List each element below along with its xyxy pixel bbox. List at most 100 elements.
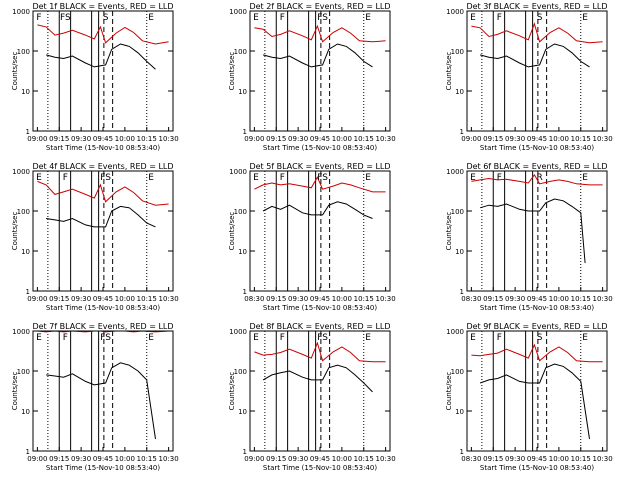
event-marker: E <box>365 333 371 343</box>
event-marker: F <box>280 13 285 23</box>
x-tick-label: 09:45 <box>310 455 330 463</box>
event-marker: FS <box>317 173 328 183</box>
y-tick-label: 100 <box>17 208 30 216</box>
event-marker: E <box>582 333 588 343</box>
x-tick-label: 10:15 <box>571 455 591 463</box>
x-tick-label: 10:30 <box>376 295 396 303</box>
x-tick-label: 09:30 <box>505 135 525 143</box>
x-tick-label: 09:15 <box>483 135 503 143</box>
panel-title: Det 2f BLACK = Events, RED = LLD <box>249 2 390 11</box>
y-axis-label: Counts/sec <box>445 372 453 411</box>
event-marker: S <box>537 333 543 343</box>
series-lld <box>254 176 386 193</box>
x-tick-label: 09:45 <box>527 135 547 143</box>
x-tick-label: 10:15 <box>354 455 374 463</box>
x-tick-label: 09:15 <box>49 295 69 303</box>
panel-title: Det 1f BLACK = Events, RED = LLD <box>32 2 173 11</box>
x-tick-label: 10:00 <box>549 455 569 463</box>
x-tick-label: 09:45 <box>527 295 547 303</box>
series-events <box>45 43 156 70</box>
x-tick-label: 09:00 <box>244 135 264 143</box>
event-marker: E <box>365 173 371 183</box>
plot-frame <box>32 170 174 292</box>
y-tick-label: 100 <box>234 208 247 216</box>
x-tick-label: 10:30 <box>593 295 613 303</box>
x-tick-label: 10:00 <box>549 295 569 303</box>
event-marker: E <box>148 13 154 23</box>
x-axis-label: Start Time (15-Nov-10 08:53:40) <box>263 144 377 152</box>
x-tick-label: 10:00 <box>115 455 135 463</box>
y-tick-label: 10 <box>21 88 30 96</box>
x-tick-label: 09:15 <box>49 135 69 143</box>
plot-frame <box>466 170 608 292</box>
plot-frame <box>32 10 174 132</box>
x-tick-label: 10:30 <box>593 455 613 463</box>
detector-panel-5: Det 5f BLACK = Events, RED = LLD E F FS E 1 10… <box>228 162 396 312</box>
x-tick-label: 10:00 <box>332 135 352 143</box>
y-axis-label: Counts/sec <box>11 212 19 251</box>
event-marker: FS <box>60 13 71 23</box>
x-tick-label: 10:30 <box>376 455 396 463</box>
series-events <box>479 43 590 68</box>
series-events <box>479 363 590 440</box>
x-axis-label: Start Time (15-Nov-10 08:53:40) <box>46 464 160 472</box>
x-tick-label: 10:00 <box>332 455 352 463</box>
y-tick-label: 1 <box>460 448 464 456</box>
x-tick-label: 10:15 <box>137 455 157 463</box>
x-tick-label: 10:30 <box>376 135 396 143</box>
x-tick-label: 09:30 <box>288 135 308 143</box>
x-axis-label: Start Time (15-Nov-10 08:53:40) <box>46 304 160 312</box>
y-tick-label: 100 <box>234 48 247 56</box>
x-tick-label: 10:30 <box>159 295 179 303</box>
x-axis-label: Start Time (15-Nov-10 08:53:40) <box>480 144 594 152</box>
x-tick-label: 09:30 <box>288 295 308 303</box>
x-tick-label: 09:30 <box>288 455 308 463</box>
x-axis-label: Start Time (15-Nov-10 08:53:40) <box>46 144 160 152</box>
event-marker: S <box>537 13 543 23</box>
event-marker: FS <box>100 173 111 183</box>
x-tick-label: 09:00 <box>27 135 47 143</box>
event-marker: E <box>148 333 154 343</box>
detector-panel-8: Det 8f BLACK = Events, RED = LLD E F FS E 1 10… <box>228 322 396 472</box>
x-tick-label: 09:45 <box>93 135 113 143</box>
y-tick-label: 1000 <box>446 8 464 16</box>
y-axis-label: Counts/sec <box>445 52 453 91</box>
x-tick-label: 10:00 <box>115 295 135 303</box>
series-events <box>46 205 156 228</box>
event-marker: R <box>536 173 542 183</box>
x-tick-label: 09:45 <box>310 295 330 303</box>
y-tick-label: 10 <box>455 88 464 96</box>
plot-frame <box>249 170 391 292</box>
x-tick-label: 09:30 <box>71 295 91 303</box>
event-marker: E <box>36 333 42 343</box>
series-lld <box>471 22 603 44</box>
y-axis-label: Counts/sec <box>228 372 236 411</box>
panel-title: Det 7f BLACK = Events, RED = LLD <box>32 322 173 331</box>
event-marker: E <box>470 173 476 183</box>
series-lld <box>254 341 386 363</box>
y-tick-label: 100 <box>451 368 464 376</box>
x-tick-label: 08:30 <box>461 295 481 303</box>
y-tick-label: 10 <box>238 248 247 256</box>
y-tick-label: 100 <box>17 368 30 376</box>
y-tick-label: 100 <box>451 208 464 216</box>
x-tick-label: 10:15 <box>571 295 591 303</box>
event-marker: E <box>582 13 588 23</box>
x-tick-label: 09:15 <box>49 455 69 463</box>
panel-title: Det 6f BLACK = Events, RED = LLD <box>466 162 607 171</box>
y-tick-label: 10 <box>21 408 30 416</box>
x-tick-label: 09:15 <box>483 455 503 463</box>
x-tick-label: 09:30 <box>71 135 91 143</box>
x-tick-label: 08:30 <box>461 455 481 463</box>
detector-panel-6: Det 6f BLACK = Events, RED = LLD E F R E 1 10 1… <box>445 162 613 312</box>
x-tick-label: 09:45 <box>527 455 547 463</box>
series-lld <box>254 24 386 43</box>
event-marker: S <box>103 13 109 23</box>
y-tick-label: 10 <box>238 88 247 96</box>
event-marker: E <box>253 333 259 343</box>
x-tick-label: 09:30 <box>71 455 91 463</box>
series-lld <box>471 343 603 363</box>
x-tick-label: 09:15 <box>266 455 286 463</box>
x-tick-label: 10:30 <box>159 135 179 143</box>
x-tick-label: 10:15 <box>571 135 591 143</box>
